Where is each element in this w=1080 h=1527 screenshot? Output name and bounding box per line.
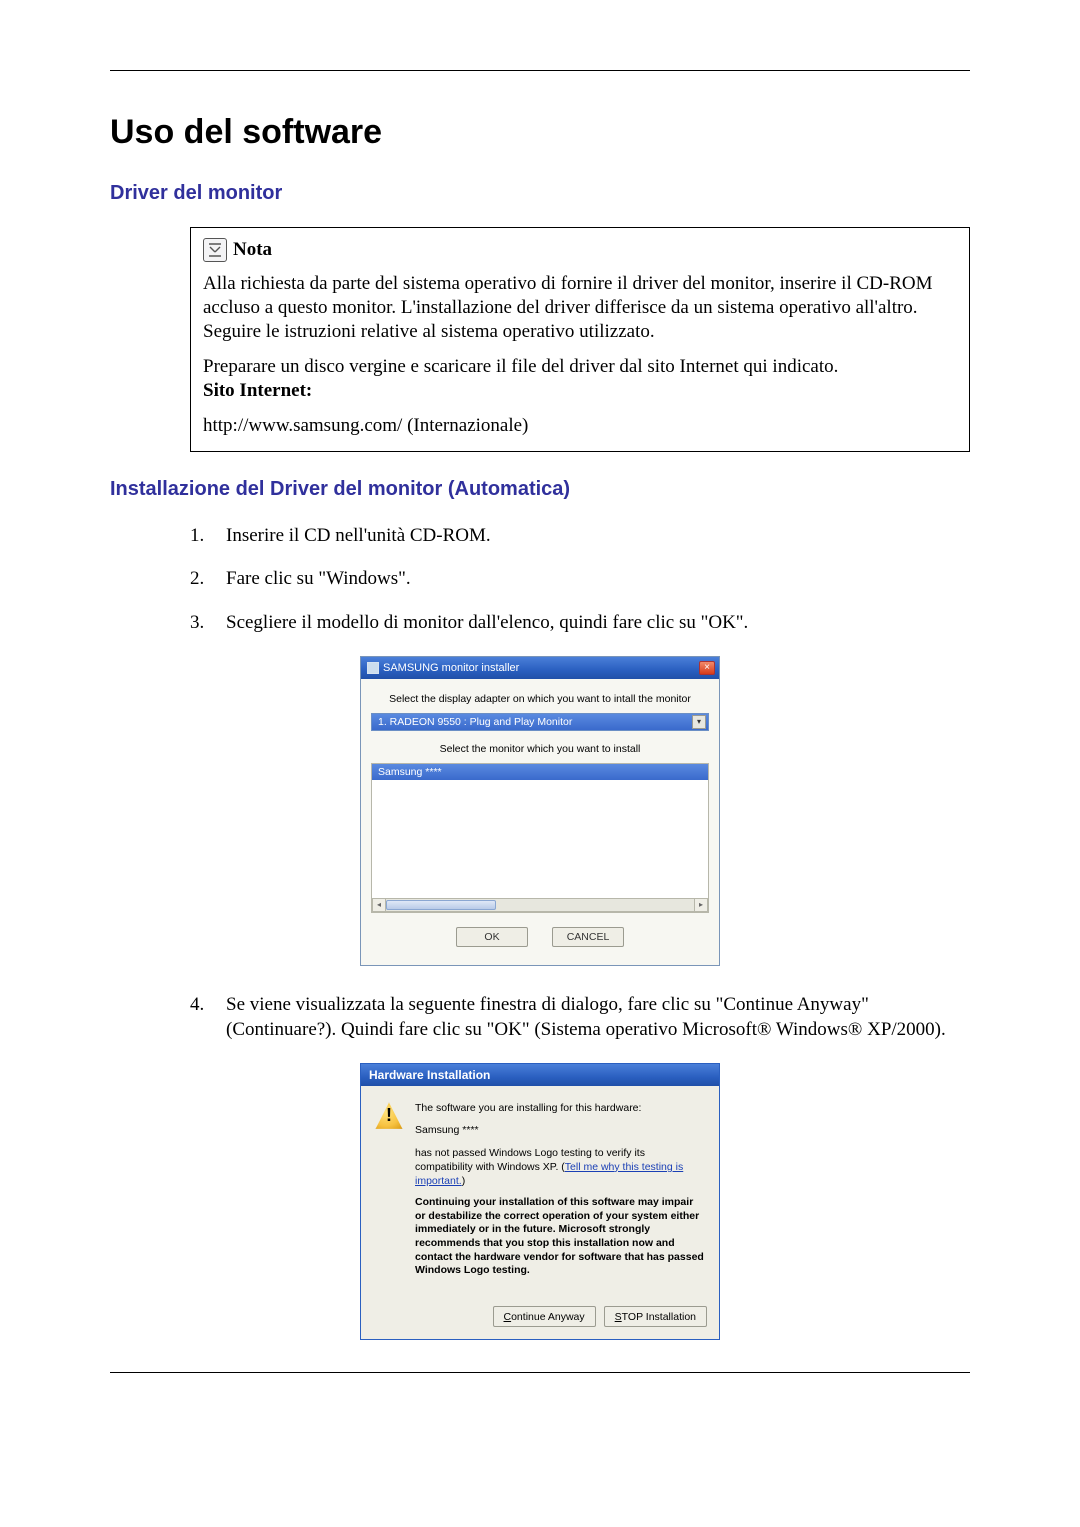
scroll-left-icon[interactable]: ◂ [372, 898, 386, 912]
document-page: Uso del software Driver del monitor Nota… [0, 0, 1080, 1433]
dialog2-warning: Continuing your installation of this sof… [415, 1196, 705, 1278]
stop-rest: TOP Installation [622, 1311, 696, 1323]
close-button[interactable]: × [699, 661, 715, 675]
dialog1-title-text: SAMSUNG monitor installer [383, 662, 519, 674]
dialog2-device: Samsung **** [415, 1124, 705, 1138]
note-para-1: Alla richiesta da parte del sistema oper… [203, 272, 957, 343]
section-auto-install-title: Installazione del Driver del monitor (Au… [110, 478, 970, 501]
monitor-prompt: Select the monitor which you want to ins… [371, 743, 709, 755]
dialog2-wrap: Hardware Installation ! The software you… [110, 1063, 970, 1340]
note-icon [203, 238, 227, 262]
dialog2-intro: The software you are installing for this… [415, 1102, 705, 1116]
stop-mnemonic: S [615, 1311, 622, 1323]
ok-button[interactable]: OK [456, 927, 528, 947]
bottom-rule [110, 1372, 970, 1373]
continue-mnemonic: C [504, 1311, 512, 1323]
step-2: Fare clic su "Windows". [190, 566, 970, 592]
adapter-prompt: Select the display adapter on which you … [371, 693, 709, 705]
continue-anyway-button[interactable]: Continue Anyway [493, 1306, 596, 1327]
hardware-installation-dialog: Hardware Installation ! The software you… [360, 1063, 720, 1340]
step-4: Se viene visualizzata la seguente finest… [190, 992, 970, 1043]
dialog2-body: ! The software you are installing for th… [361, 1086, 719, 1296]
install-steps-list-cont: Se viene visualizzata la seguente finest… [190, 992, 970, 1043]
dialog1-titlebar: SAMSUNG monitor installer × [361, 657, 719, 679]
monitor-list[interactable]: Samsung **** ◂ ▸ [371, 763, 709, 913]
adapter-select[interactable]: 1. RADEON 9550 : Plug and Play Monitor ▾ [371, 713, 709, 731]
cancel-button[interactable]: CANCEL [552, 927, 624, 947]
warning-icon: ! [375, 1102, 403, 1130]
closing-paren: ) [462, 1175, 466, 1187]
dialog1-app-icon [367, 662, 379, 674]
dialog1-body: Select the display adapter on which you … [361, 679, 719, 965]
scroll-track[interactable] [386, 898, 694, 912]
note-header: Nota [203, 238, 957, 262]
horizontal-scrollbar[interactable]: ◂ ▸ [372, 898, 708, 912]
step-1: Inserire il CD nell'unità CD-ROM. [190, 523, 970, 549]
dialog2-notpassed: has not passed Windows Logo testing to v… [415, 1147, 705, 1188]
monitor-list-item[interactable]: Samsung **** [372, 764, 708, 780]
stop-installation-button[interactable]: STOP Installation [604, 1306, 707, 1327]
scroll-thumb[interactable] [386, 900, 496, 910]
note-box: Nota Alla richiesta da parte del sistema… [190, 227, 970, 452]
section-driver-title: Driver del monitor [110, 182, 970, 205]
dropdown-icon[interactable]: ▾ [692, 715, 706, 729]
dialog2-titlebar: Hardware Installation [361, 1064, 719, 1086]
install-steps-list: Inserire il CD nell'unità CD-ROM. Fare c… [190, 523, 970, 636]
page-title: Uso del software [110, 113, 970, 152]
step-3: Scegliere il modello di monitor dall'ele… [190, 610, 970, 636]
dialog1-buttons: OK CANCEL [371, 913, 709, 955]
dialog1-wrap: SAMSUNG monitor installer × Select the d… [110, 656, 970, 966]
scroll-right-icon[interactable]: ▸ [694, 898, 708, 912]
dialog2-buttons: Continue Anyway STOP Installation [361, 1296, 719, 1339]
samsung-installer-dialog: SAMSUNG monitor installer × Select the d… [360, 656, 720, 966]
note-para-2-text: Preparare un disco vergine e scaricare i… [203, 356, 838, 377]
note-para-2: Preparare un disco vergine e scaricare i… [203, 355, 957, 403]
adapter-select-value: 1. RADEON 9550 : Plug and Play Monitor [378, 716, 572, 728]
continue-rest: ontinue Anyway [511, 1311, 585, 1323]
dialog2-text: The software you are installing for this… [415, 1102, 705, 1286]
top-rule [110, 70, 970, 71]
note-url: http://www.samsung.com/ (Internazionale) [203, 415, 957, 437]
sito-internet-label: Sito Internet: [203, 380, 312, 401]
note-label: Nota [233, 239, 272, 261]
